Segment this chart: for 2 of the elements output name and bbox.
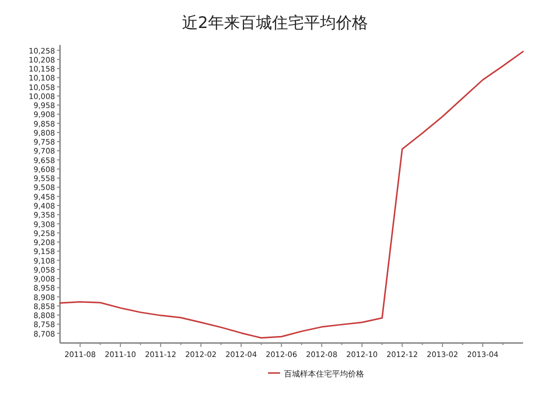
chart-title: 近2年来百城住宅平均价格 bbox=[182, 13, 368, 32]
legend-label: 百城样本住宅平均价格 bbox=[284, 370, 364, 378]
